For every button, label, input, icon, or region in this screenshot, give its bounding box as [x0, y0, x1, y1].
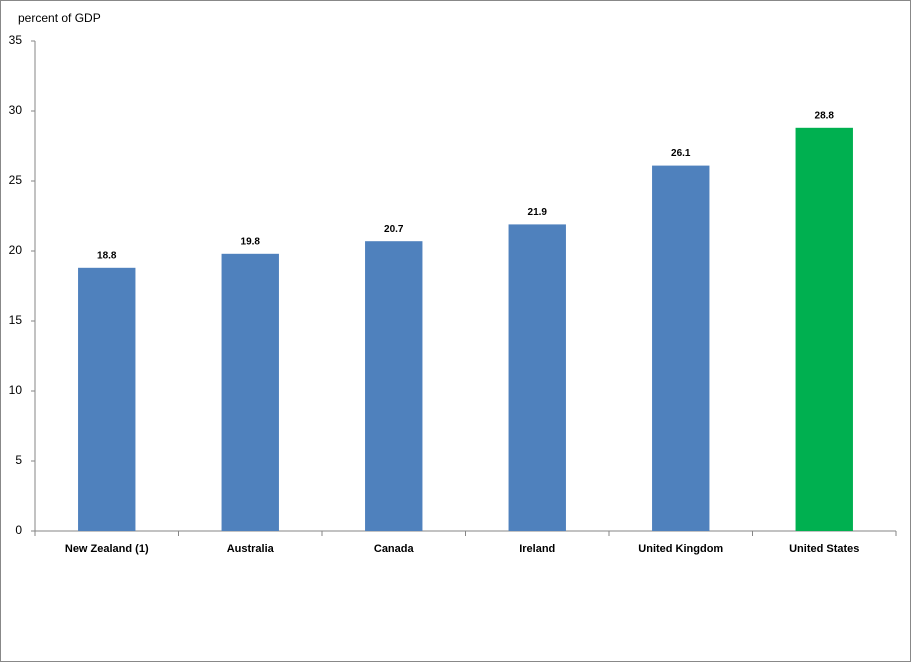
value-label: 28.8 [815, 110, 835, 121]
x-tick-label: United Kingdom [638, 543, 723, 555]
value-label: 26.1 [671, 148, 691, 159]
bar [795, 127, 853, 532]
value-label: 19.8 [241, 236, 261, 247]
value-label: 21.9 [528, 207, 548, 218]
bar [78, 267, 136, 531]
x-tick-label: Australia [227, 543, 275, 555]
y-axis-label: percent of GDP [18, 11, 101, 25]
y-tick-label: 0 [15, 523, 22, 537]
x-tick-label: Canada [374, 543, 415, 555]
y-tick-label: 15 [9, 313, 23, 327]
value-label: 18.8 [97, 250, 117, 261]
bar [652, 165, 710, 531]
value-label: 20.7 [384, 224, 404, 235]
bar [365, 241, 423, 531]
x-tick-label: United States [789, 543, 859, 555]
bar [221, 253, 279, 532]
y-tick-label: 35 [9, 33, 23, 47]
bar [508, 224, 566, 531]
y-tick-label: 5 [15, 453, 22, 467]
y-tick-label: 25 [9, 173, 23, 187]
y-tick-label: 20 [9, 243, 23, 257]
y-tick-label: 30 [9, 103, 23, 117]
x-tick-label: New Zealand (1) [65, 543, 149, 555]
y-tick-label: 10 [9, 383, 23, 397]
x-tick-label: Ireland [519, 543, 555, 555]
